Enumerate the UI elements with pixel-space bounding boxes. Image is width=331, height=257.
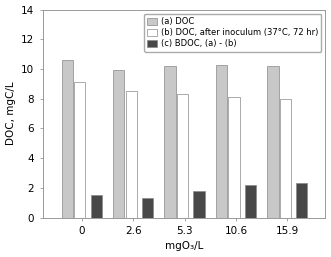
Legend: (a) DOC, (b) DOC, after inoculum (37°C, 72 hr), (c) BDOC, (a) - (b): (a) DOC, (b) DOC, after inoculum (37°C, …	[144, 14, 321, 52]
Bar	[193, 191, 205, 218]
Bar	[177, 94, 188, 218]
Bar	[125, 91, 137, 218]
Bar	[296, 183, 307, 218]
Bar	[113, 70, 124, 218]
Bar	[216, 65, 227, 218]
X-axis label: mgO₃/L: mgO₃/L	[165, 241, 203, 251]
Bar	[62, 60, 73, 218]
Bar	[228, 97, 240, 218]
Bar	[165, 66, 176, 218]
Bar	[245, 185, 256, 218]
Bar	[90, 195, 102, 218]
Bar	[142, 198, 153, 218]
Bar	[74, 82, 85, 218]
Bar	[267, 66, 279, 218]
Y-axis label: DOC, mgC/L: DOC, mgC/L	[6, 82, 16, 145]
Bar	[280, 99, 291, 218]
